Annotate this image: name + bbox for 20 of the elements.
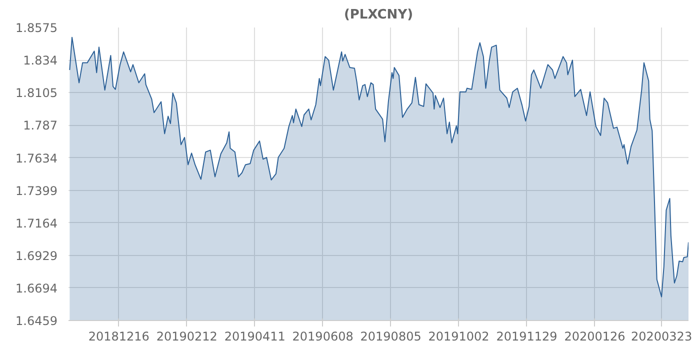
y-tick-label: 1.6929: [16, 248, 58, 263]
chart-title: (PLXCNY): [344, 8, 414, 22]
x-tick-label: 20200126: [564, 330, 626, 344]
x-tick-label: 20190411: [224, 330, 286, 344]
y-tick-label: 1.6459: [16, 314, 58, 328]
y-tick-label: 1.8105: [16, 86, 58, 100]
y-tick-label: 1.6694: [16, 281, 58, 296]
y-tick-label: 1.7399: [16, 184, 58, 198]
x-tick-label: 20191002: [428, 330, 490, 344]
x-tick-label: 20191129: [496, 330, 558, 344]
y-tick-label: 1.7164: [16, 216, 58, 230]
y-tick-label: 1.834: [23, 54, 58, 68]
y-tick-label: 1.787: [23, 118, 58, 133]
x-tick-label: 20190212: [156, 330, 218, 344]
y-tick-label: 1.8575: [16, 21, 58, 35]
x-tick-label: 20190608: [292, 330, 354, 344]
y-tick-label: 1.7634: [16, 151, 58, 166]
x-tick-label: 20200323: [631, 330, 692, 344]
x-tick-label: 20190805: [360, 330, 422, 344]
x-tick-label: 20181216: [88, 330, 150, 344]
